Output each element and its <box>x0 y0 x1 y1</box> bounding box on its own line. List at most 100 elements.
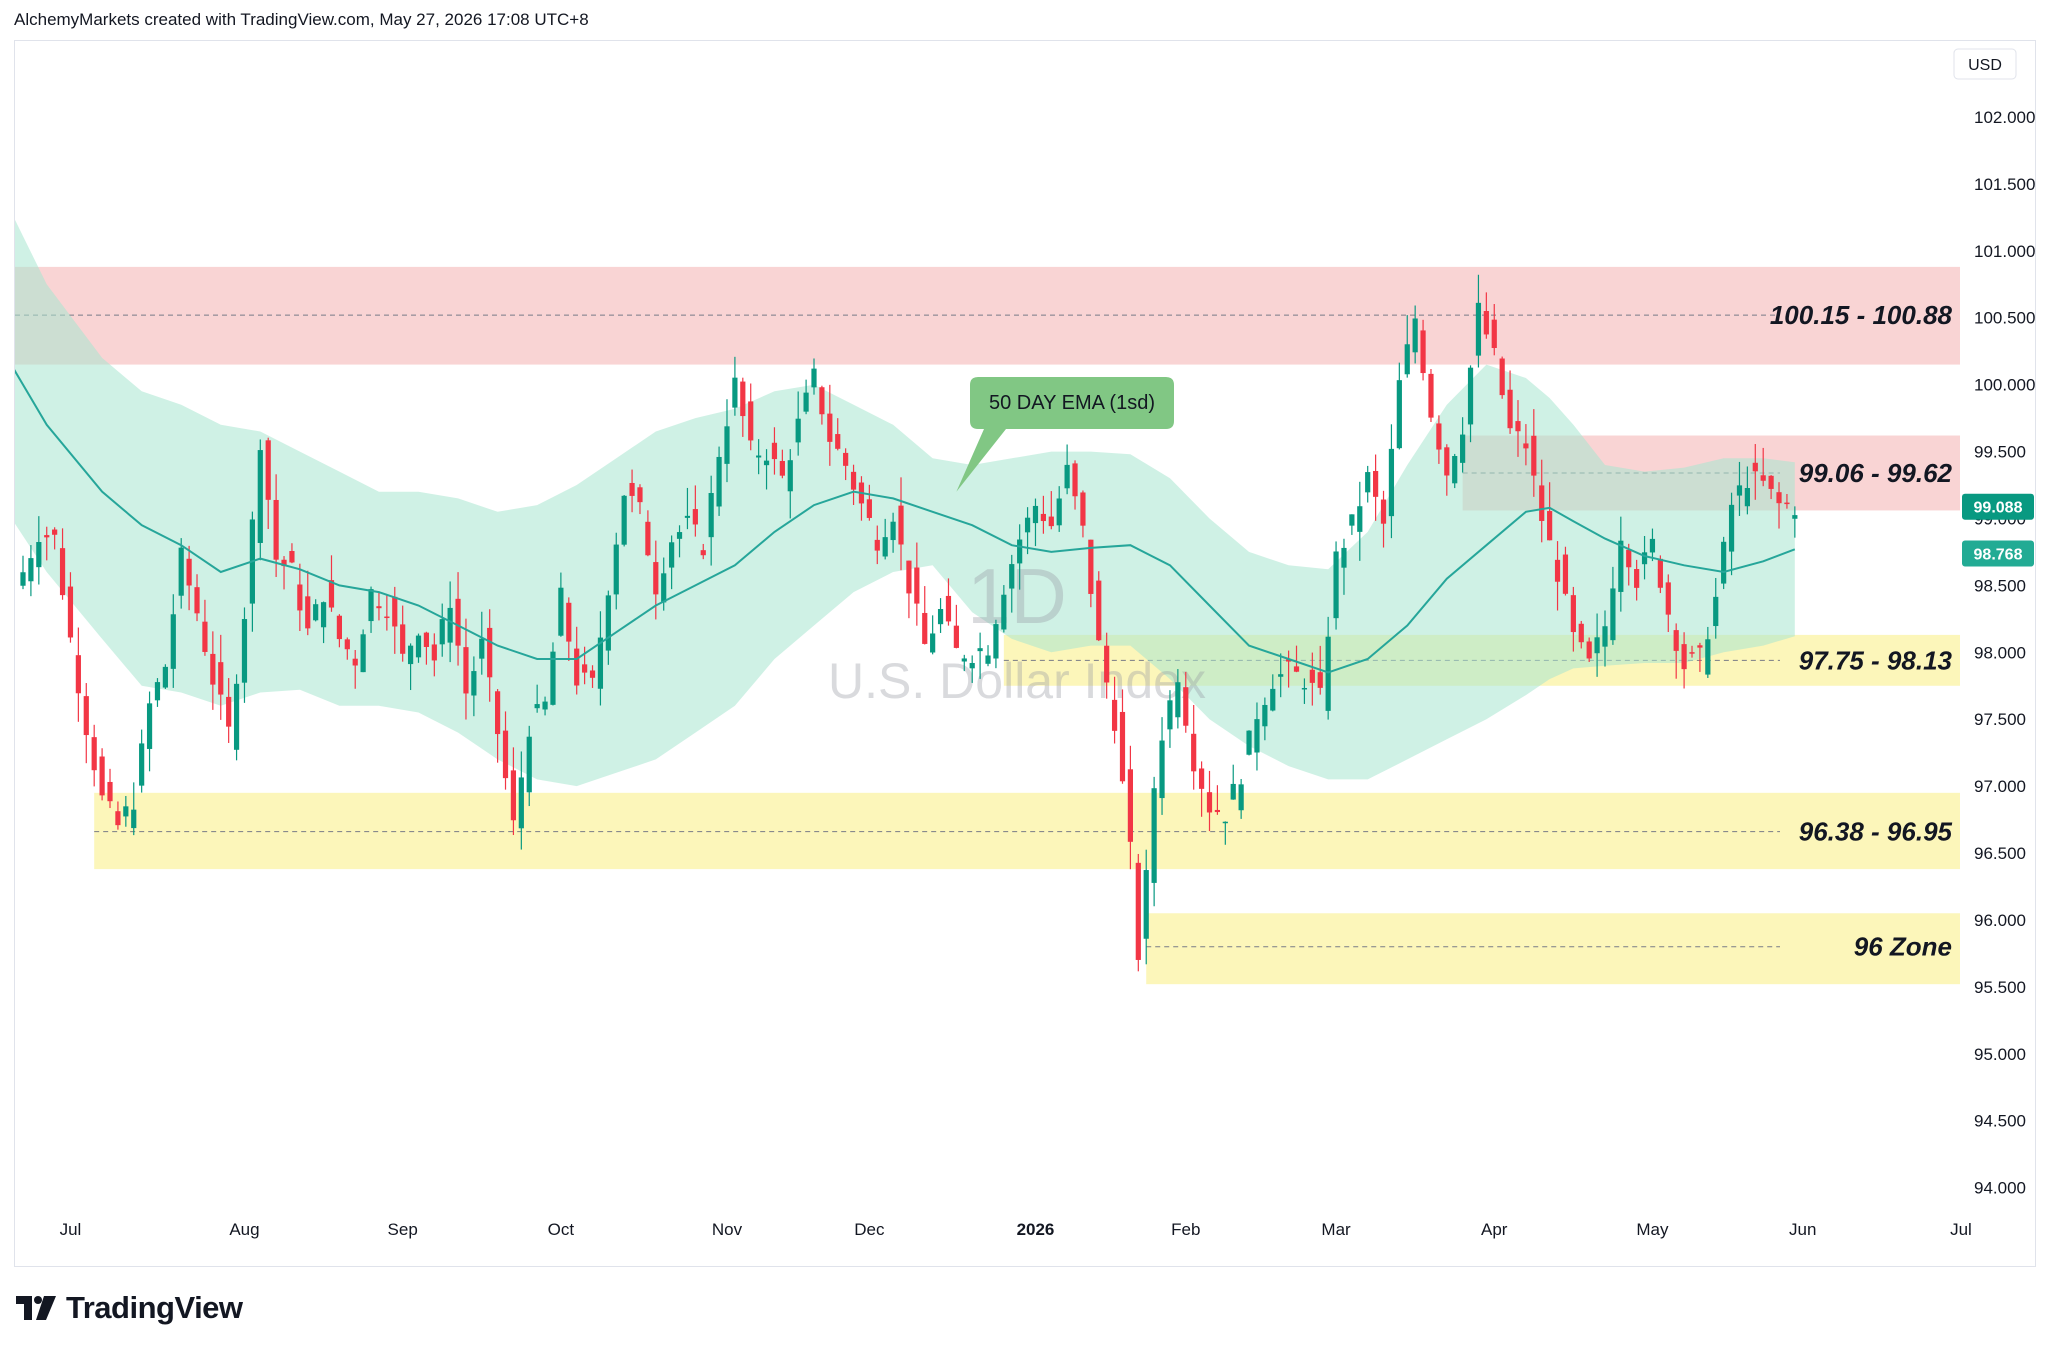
candle-body[interactable] <box>99 756 105 796</box>
candle-body[interactable] <box>1610 588 1616 641</box>
candle-body[interactable] <box>1721 541 1727 584</box>
candle-body[interactable] <box>67 586 74 638</box>
candle-body[interactable] <box>502 730 509 779</box>
candle-body[interactable] <box>1127 769 1133 842</box>
candle-body[interactable] <box>1009 564 1015 589</box>
candle-body[interactable] <box>83 696 89 736</box>
candle-body[interactable] <box>1689 652 1695 654</box>
candle-body[interactable] <box>1159 740 1165 799</box>
candle-body[interactable] <box>44 535 50 538</box>
candle-body[interactable] <box>210 653 216 685</box>
candle-body[interactable] <box>1420 330 1426 374</box>
candle-body[interactable] <box>1309 669 1315 683</box>
candle-body[interactable] <box>1713 596 1719 627</box>
candle-body[interactable] <box>1040 513 1046 522</box>
candle-body[interactable] <box>1333 551 1339 619</box>
candle-body[interactable] <box>1238 784 1244 811</box>
candle-body[interactable] <box>455 598 461 646</box>
candle-body[interactable] <box>107 781 113 802</box>
candle-body[interactable] <box>1491 319 1497 349</box>
candle-body[interactable] <box>1744 488 1750 507</box>
candle-body[interactable] <box>716 456 722 507</box>
candle-body[interactable] <box>1436 423 1442 450</box>
candle-body[interactable] <box>1317 672 1323 688</box>
candle-body[interactable] <box>1586 641 1592 659</box>
candle-body[interactable] <box>605 595 611 651</box>
candle-body[interactable] <box>510 770 517 821</box>
price-chart[interactable]: 1D U.S. Dollar Index 100.15 - 100.88 99.0… <box>15 41 2035 1266</box>
candle-body[interactable] <box>708 493 714 538</box>
candle-body[interactable] <box>827 413 833 442</box>
candle-body[interactable] <box>344 639 350 650</box>
candle-body[interactable] <box>123 806 129 817</box>
candle-body[interactable] <box>985 655 991 664</box>
candle-body[interactable] <box>1554 559 1561 582</box>
candle-body[interactable] <box>1697 645 1703 648</box>
currency-badge[interactable]: USD <box>1953 48 2017 80</box>
candle-body[interactable] <box>1301 687 1308 690</box>
candle-body[interactable] <box>487 627 493 678</box>
candle-body[interactable] <box>1198 768 1205 789</box>
candle-body[interactable] <box>1064 464 1070 489</box>
candle-body[interactable] <box>463 647 469 694</box>
candle-body[interactable] <box>1547 511 1553 541</box>
candle-body[interactable] <box>1705 639 1711 675</box>
candle-body[interactable] <box>36 542 42 568</box>
candle-body[interactable] <box>495 691 501 735</box>
candle-body[interactable] <box>368 589 374 622</box>
candle-body[interactable] <box>1135 862 1141 960</box>
candle-body[interactable] <box>874 539 880 551</box>
candle-body[interactable] <box>194 587 200 614</box>
candle-body[interactable] <box>1531 435 1537 476</box>
candle-body[interactable] <box>937 609 944 625</box>
candle-body[interactable] <box>1641 552 1648 565</box>
candle-body[interactable] <box>1460 434 1466 463</box>
candle-body[interactable] <box>518 777 524 829</box>
candle-body[interactable] <box>637 487 643 503</box>
candle-body[interactable] <box>1373 470 1379 497</box>
candle-body[interactable] <box>439 619 445 645</box>
candle-body[interactable] <box>914 567 920 604</box>
candle-body[interactable] <box>906 560 912 594</box>
candle-body[interactable] <box>186 558 192 586</box>
candle-body[interactable] <box>850 471 857 490</box>
candle-body[interactable] <box>1246 730 1252 755</box>
candle-body[interactable] <box>1657 558 1663 588</box>
candle-body[interactable] <box>1191 733 1197 772</box>
candle-body[interactable] <box>669 542 675 568</box>
candle-body[interactable] <box>1349 514 1355 526</box>
candle-body[interactable] <box>1594 637 1600 654</box>
candle-body[interactable] <box>281 559 287 567</box>
candle-body[interactable] <box>1254 719 1260 753</box>
candle-body[interactable] <box>1222 821 1228 824</box>
candle-body[interactable] <box>748 401 754 441</box>
candle-body[interactable] <box>1262 704 1268 727</box>
candle-body[interactable] <box>930 633 936 653</box>
candle-body[interactable] <box>360 634 366 673</box>
candle-body[interactable] <box>843 452 849 466</box>
candle-body[interactable] <box>218 662 224 695</box>
candle-body[interactable] <box>257 450 263 543</box>
candle-body[interactable] <box>1293 666 1300 672</box>
candle-body[interactable] <box>139 743 145 786</box>
candle-body[interactable] <box>1673 630 1679 651</box>
candle-body[interactable] <box>1626 549 1632 568</box>
candle-body[interactable] <box>1167 700 1173 730</box>
candle-body[interactable] <box>241 619 248 683</box>
candle-body[interactable] <box>305 596 311 629</box>
candle-body[interactable] <box>431 644 437 661</box>
candle-body[interactable] <box>1412 318 1418 353</box>
candle-body[interactable] <box>1665 582 1671 615</box>
candle-body[interactable] <box>1048 516 1054 527</box>
candle-body[interactable] <box>645 521 651 556</box>
candle-body[interactable] <box>1357 506 1363 532</box>
candle-body[interactable] <box>297 584 303 611</box>
candle-body[interactable] <box>1175 682 1181 718</box>
candle-body[interactable] <box>763 460 770 466</box>
candle-body[interactable] <box>202 621 208 652</box>
candle-body[interactable] <box>756 455 762 458</box>
candle-body[interactable] <box>115 811 121 826</box>
candle-body[interactable] <box>415 635 422 658</box>
candle-body[interactable] <box>661 573 667 603</box>
candle-body[interactable] <box>787 460 793 492</box>
